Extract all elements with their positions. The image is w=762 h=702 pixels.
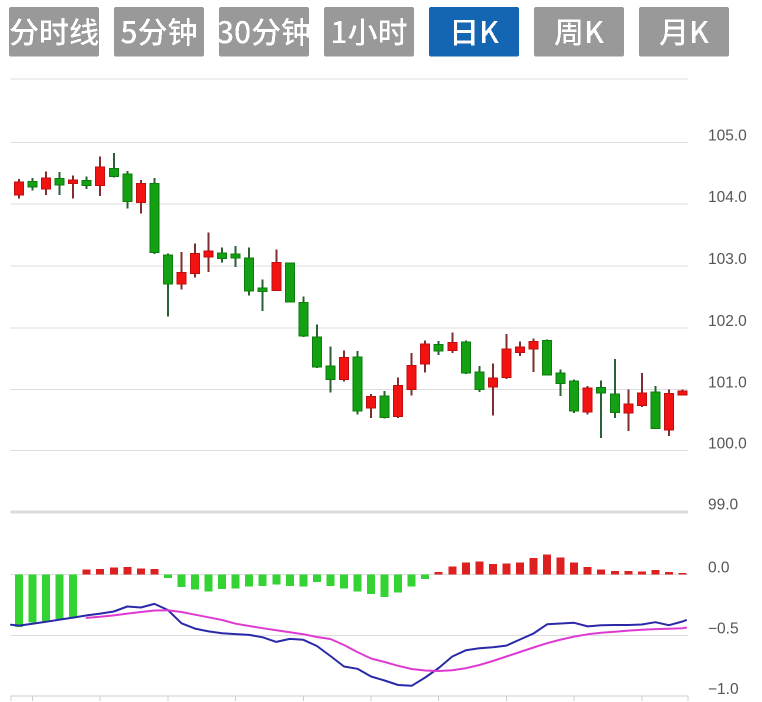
- svg-text:105.0: 105.0: [708, 128, 747, 145]
- svg-text:−0.5: −0.5: [708, 620, 739, 637]
- svg-text:0.0: 0.0: [708, 559, 730, 576]
- svg-text:99.0: 99.0: [708, 496, 739, 513]
- svg-text:103.0: 103.0: [708, 251, 747, 268]
- svg-text:100.0: 100.0: [708, 435, 747, 452]
- svg-text:101.0: 101.0: [708, 375, 747, 392]
- svg-text:102.0: 102.0: [708, 313, 747, 330]
- svg-text:104.0: 104.0: [708, 189, 747, 206]
- svg-text:−1.0: −1.0: [708, 681, 739, 698]
